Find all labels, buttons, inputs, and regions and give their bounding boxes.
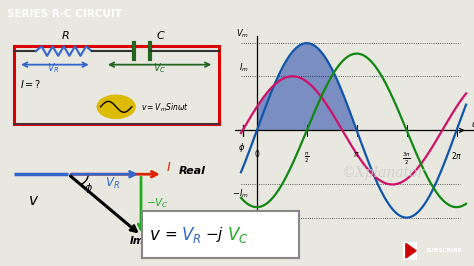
Text: $I=?$: $I=?$ <box>20 78 42 90</box>
Circle shape <box>97 95 135 118</box>
Text: $R$: $R$ <box>61 29 69 41</box>
Bar <box>14 46 219 124</box>
Text: $V_R$: $V_R$ <box>105 176 119 190</box>
Text: $-V_m$: $-V_m$ <box>229 221 249 234</box>
Text: $\frac{3\pi}{2}$: $\frac{3\pi}{2}$ <box>402 151 411 167</box>
Text: $-I_m$: $-I_m$ <box>232 187 249 200</box>
Text: $V_C$: $V_C$ <box>227 225 248 245</box>
Polygon shape <box>406 243 416 258</box>
Text: $V_R$: $V_R$ <box>181 225 201 245</box>
Text: $\phi$: $\phi$ <box>84 181 93 195</box>
Text: $V_C$: $V_C$ <box>153 61 166 74</box>
Text: $I_m$: $I_m$ <box>239 61 249 74</box>
Bar <box>402 242 417 260</box>
Text: $2\pi$: $2\pi$ <box>451 151 462 161</box>
Text: =: = <box>164 227 177 242</box>
Text: 0: 0 <box>255 151 259 159</box>
Text: $I$: $I$ <box>165 161 171 173</box>
Text: Real: Real <box>179 166 206 176</box>
Text: $\frac{\pi}{2}$: $\frac{\pi}{2}$ <box>304 151 310 165</box>
Text: SERIES R-C CIRCUIT: SERIES R-C CIRCUIT <box>7 9 122 19</box>
Text: $-j$: $-j$ <box>205 225 224 244</box>
Text: $V_R$: $V_R$ <box>47 61 60 74</box>
Text: $\phi$: $\phi$ <box>238 140 245 153</box>
Text: $V_m$: $V_m$ <box>236 27 249 40</box>
Text: $C$: $C$ <box>156 29 165 41</box>
Text: ©Xplanator: ©Xplanator <box>341 166 425 180</box>
Text: $\pi$: $\pi$ <box>353 151 360 159</box>
Text: $v$: $v$ <box>28 193 40 208</box>
Text: $v = V_m Sin\omega t$: $v = V_m Sin\omega t$ <box>141 102 189 114</box>
Text: $v$: $v$ <box>149 226 161 244</box>
Text: $\omega t$: $\omega t$ <box>471 118 474 129</box>
Text: Img: Img <box>130 236 152 246</box>
Text: SUBSCRIBE: SUBSCRIBE <box>425 248 462 253</box>
Text: $-V_C$: $-V_C$ <box>146 196 168 210</box>
